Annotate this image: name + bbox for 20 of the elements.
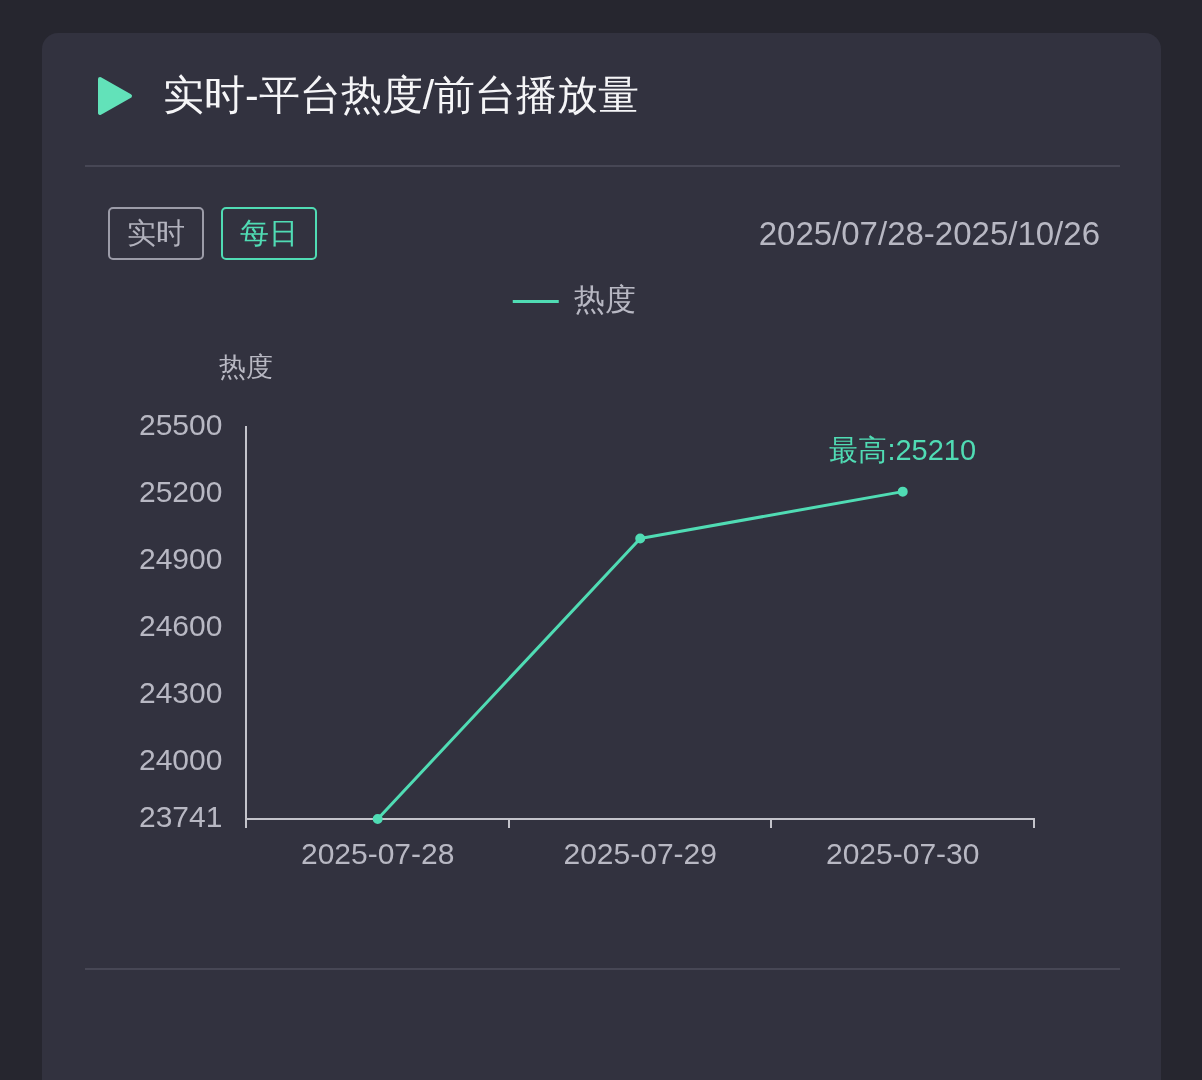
x-tick-label: 2025-07-30 <box>826 837 980 871</box>
y-axis-title: 热度 <box>219 352 274 383</box>
point <box>635 533 646 544</box>
chart-title: 实时-平台热度/前台播放量 <box>163 71 640 120</box>
y-tick-label: 25500 <box>138 408 223 442</box>
y-tick-label: 25200 <box>138 475 223 509</box>
x-tick-label: 2025-07-29 <box>563 837 717 871</box>
y-tick-label: 23741 <box>138 800 223 834</box>
y-tick-label: 24000 <box>138 742 223 776</box>
point <box>897 486 908 497</box>
annotation: 最高:25210 <box>829 433 977 466</box>
y-tick-label: 24900 <box>138 541 223 575</box>
legend-label: 热度 <box>574 282 637 318</box>
tab[interactable]: 每日 <box>221 207 317 260</box>
tab[interactable]: 实时 <box>108 207 204 260</box>
chart-subtitle: 2025/07/28-2025/10/26 <box>758 214 1100 254</box>
y-tick-label: 24600 <box>138 608 223 642</box>
x-tick-label: 2025-07-28 <box>300 837 455 871</box>
y-tick-label: 24300 <box>138 675 223 709</box>
point <box>372 814 383 824</box>
